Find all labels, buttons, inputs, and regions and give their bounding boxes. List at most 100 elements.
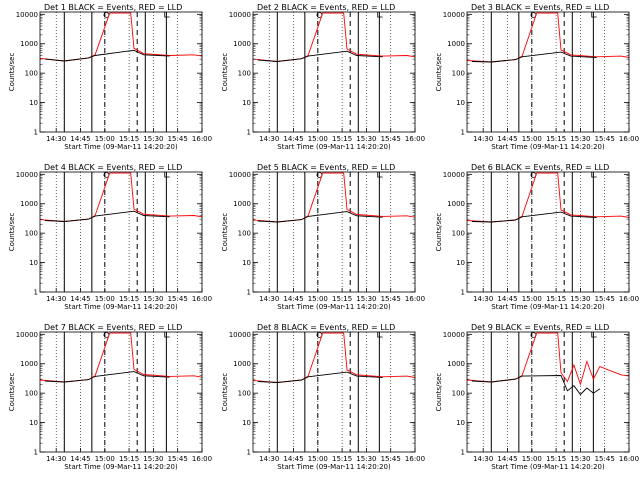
y-tick-label: 1 [247,289,251,297]
y-tick-label: 10 [456,99,465,107]
events-series-line [44,210,170,222]
panel-det-5: Det 5 BLACK = Events, RED = LLD 1 10 100 100… [221,163,425,311]
y-tick-label: 10000 [16,11,38,19]
plot-frame [252,171,416,293]
y-tick-label: 100 [238,230,251,238]
corner-marker-icon [591,332,597,338]
x-tick-label: 15:45 [595,135,615,143]
plot-frame [466,171,630,293]
x-tick-label: 14:30 [259,455,279,463]
x-tick-label: 15:45 [595,295,615,303]
plot-frame [252,331,416,453]
x-tick-label: 15:00 [95,295,115,303]
panel-det-9: Det 9 BLACK = Events, RED = LLD 1 10 100 100… [435,323,639,471]
x-tick-label: 15:30 [356,295,376,303]
y-tick-label: 100 [238,70,251,78]
panel-det-2: Det 2 BLACK = Events, RED = LLD 1 10 100 100… [221,3,425,151]
plot-frame [252,11,416,133]
x-tick-label: 14:45 [70,295,90,303]
y-tick-label: 10 [242,419,251,427]
x-tick-label: 15:30 [143,295,163,303]
x-tick-label: 14:45 [70,135,90,143]
y-tick-label: 10 [29,419,38,427]
y-tick-label: 10000 [229,331,251,339]
y-tick-label: 1000 [20,360,38,368]
y-tick-label: 10000 [229,11,251,19]
panel-det-3: Det 3 BLACK = Events, RED = LLD 1 10 100 100… [435,3,639,151]
panel-title: Det 3 BLACK = Events, RED = LLD [471,3,609,12]
x-tick-label: 15:45 [168,295,188,303]
x-tick-label: 15:00 [522,295,542,303]
events-series-line [471,211,597,223]
x-axis-label: Start Time (09-Mar-11 14:20:20) [64,303,178,311]
events-series-line [257,211,383,223]
events-series-line [44,371,170,383]
y-tick-label: 10000 [443,11,465,19]
y-tick-label: 1 [247,129,251,137]
x-tick-label: 16:00 [619,295,639,303]
y-tick-label: 1 [247,449,251,457]
x-tick-label: 15:15 [119,295,139,303]
x-tick-label: 16:00 [619,135,639,143]
x-tick-label: 15:00 [95,455,115,463]
panel-det-6: Det 6 BLACK = Events, RED = LLD 1 10 100 100… [435,163,639,311]
events-series-line [257,371,383,383]
x-tick-label: 15:00 [308,455,328,463]
y-axis-label: Counts/sec [8,373,16,412]
x-tick-label: 15:45 [168,455,188,463]
y-tick-label: 10000 [16,171,38,179]
x-tick-label: 14:45 [283,295,303,303]
x-axis-label: Start Time (09-Mar-11 14:20:20) [277,303,391,311]
panel-title: Det 2 BLACK = Events, RED = LLD [257,3,395,12]
x-tick-label: 15:30 [570,135,590,143]
panel-det-8: Det 8 BLACK = Events, RED = LLD 1 10 100 100… [221,323,425,471]
x-tick-label: 15:00 [522,455,542,463]
y-tick-label: 1000 [447,360,465,368]
y-tick-label: 1 [461,289,465,297]
x-tick-label: 15:30 [570,295,590,303]
y-axis-label: Counts/sec [435,213,443,252]
panel-det-7: Det 7 BLACK = Events, RED = LLD 1 10 100 100… [8,323,212,471]
corner-marker-icon [164,12,170,18]
corner-marker-icon [591,172,597,178]
corner-marker-icon [164,172,170,178]
events-series-line [471,375,601,396]
x-tick-label: 15:30 [356,455,376,463]
x-tick-label: 16:00 [192,135,212,143]
y-tick-label: 1000 [20,200,38,208]
x-axis-label: Start Time (09-Mar-11 14:20:20) [491,303,605,311]
y-tick-label: 100 [452,390,465,398]
y-tick-label: 1000 [20,40,38,48]
x-tick-label: 15:15 [546,135,566,143]
y-tick-label: 10 [456,259,465,267]
y-tick-label: 10 [456,419,465,427]
x-tick-label: 16:00 [405,135,425,143]
x-tick-label: 15:30 [570,455,590,463]
x-tick-label: 14:30 [46,295,66,303]
panel-title: Det 7 BLACK = Events, RED = LLD [44,323,182,332]
x-tick-label: 14:45 [70,455,90,463]
y-tick-label: 100 [25,70,38,78]
x-axis-label: Start Time (09-Mar-11 14:20:20) [491,143,605,151]
x-tick-label: 15:15 [332,455,352,463]
y-tick-label: 100 [25,390,38,398]
x-tick-label: 16:00 [405,455,425,463]
x-tick-label: 15:30 [356,135,376,143]
x-tick-label: 15:15 [119,455,139,463]
y-tick-label: 1 [34,289,38,297]
x-tick-label: 15:45 [381,135,401,143]
x-axis-label: Start Time (09-Mar-11 14:20:20) [64,143,178,151]
x-tick-label: 16:00 [405,295,425,303]
y-tick-label: 1000 [447,40,465,48]
x-axis-label: Start Time (09-Mar-11 14:20:20) [277,143,391,151]
y-axis-label: Counts/sec [8,53,16,92]
corner-marker-icon [164,332,170,338]
x-tick-label: 16:00 [619,455,639,463]
x-tick-label: 15:45 [381,295,401,303]
y-tick-label: 1 [34,129,38,137]
y-tick-label: 1000 [233,40,251,48]
corner-marker-icon [377,332,383,338]
x-tick-label: 14:30 [46,455,66,463]
x-tick-label: 14:45 [497,135,517,143]
